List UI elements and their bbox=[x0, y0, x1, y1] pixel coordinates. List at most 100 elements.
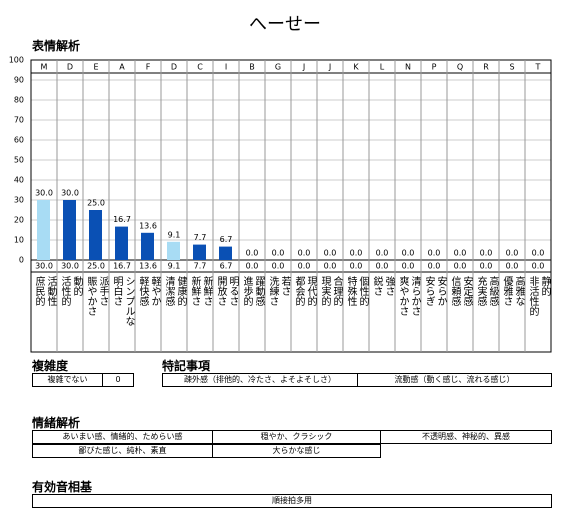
value-label: 0.0 bbox=[428, 262, 441, 271]
description: 安定感 信頼感 bbox=[449, 276, 472, 306]
category-label: L bbox=[380, 63, 385, 72]
value-label: 0.0 bbox=[298, 262, 311, 271]
chart-subtitle: 表情解析 bbox=[32, 39, 81, 53]
bar-value-label: 0.0 bbox=[376, 249, 389, 258]
bar-value-label: 7.7 bbox=[194, 233, 207, 242]
value-label: 0.0 bbox=[402, 262, 415, 271]
value-label: 0.0 bbox=[350, 262, 363, 271]
y-tick-label: 0 bbox=[19, 256, 24, 265]
bar-value-label: 30.0 bbox=[35, 189, 53, 198]
category-label: M bbox=[41, 63, 48, 72]
y-tick-label: 70 bbox=[14, 116, 24, 125]
description: 合理的 現実的 bbox=[319, 276, 342, 306]
description: 活動性 庶民的 bbox=[33, 276, 56, 306]
table-cell: あいまい感、情緒的、ためらい感 bbox=[32, 430, 213, 444]
value-label: 0.0 bbox=[246, 262, 259, 271]
description: 個性的 特殊性 bbox=[345, 276, 368, 306]
category-label: C bbox=[197, 63, 203, 72]
section-title: 複雑度 bbox=[32, 359, 69, 373]
value-label: 0.0 bbox=[480, 262, 493, 271]
category-label: B bbox=[249, 63, 255, 72]
description: 若さ 洗練さ bbox=[267, 276, 290, 306]
chart: 0 10 20 30 40 50 60 70 80 90 100 M 30.0 30.0 D 30.0 30.0… bbox=[9, 56, 552, 353]
description: 安らか 安らぎ bbox=[423, 276, 446, 306]
table-cell: 鄙びた感じ、純朴、素直 bbox=[32, 444, 213, 458]
section-title: 有効音相基 bbox=[32, 480, 93, 494]
value-label: 9.1 bbox=[168, 262, 181, 271]
y-tick-label: 80 bbox=[14, 96, 24, 105]
y-tick-label: 20 bbox=[14, 216, 24, 225]
bar-value-label: 0.0 bbox=[324, 249, 337, 258]
table-cell: 順接拍多用 bbox=[32, 494, 552, 508]
category-label: E bbox=[93, 63, 98, 72]
category-label: T bbox=[535, 63, 541, 72]
category-label: P bbox=[432, 63, 437, 72]
section-title: 情緒解析 bbox=[32, 416, 81, 430]
bar-value-label: 0.0 bbox=[246, 249, 259, 258]
bar bbox=[37, 200, 50, 260]
description: 現代的 都会的 bbox=[293, 276, 316, 306]
bar-value-label: 16.7 bbox=[113, 215, 131, 224]
description: 軽やか 軽快感 bbox=[137, 276, 160, 306]
value-label: 0.0 bbox=[272, 262, 285, 271]
table-cell: 複雑でない bbox=[32, 373, 103, 387]
description: 健康的 清潔感 bbox=[163, 276, 186, 306]
section-title: 特記事項 bbox=[162, 359, 211, 373]
value-label: 25.0 bbox=[87, 262, 105, 271]
value-label: 0.0 bbox=[506, 262, 519, 271]
value-label: 30.0 bbox=[35, 262, 53, 271]
category-label: N bbox=[405, 63, 411, 72]
value-label: 0.0 bbox=[324, 262, 337, 271]
bar-value-label: 13.6 bbox=[139, 221, 157, 230]
chart-title: へーせー bbox=[249, 14, 321, 35]
bar-value-label: 30.0 bbox=[61, 189, 79, 198]
category-label: D bbox=[171, 63, 177, 72]
bar-value-label: 0.0 bbox=[506, 249, 519, 258]
table-cell: 0 bbox=[102, 373, 134, 387]
bar bbox=[63, 200, 76, 260]
description: 躍動感 進歩的 bbox=[241, 276, 264, 306]
description: 高級感 充実感 bbox=[475, 276, 498, 306]
y-tick-label: 100 bbox=[9, 56, 24, 65]
bar-value-label: 0.0 bbox=[350, 249, 363, 258]
bar-value-label: 6.7 bbox=[220, 235, 233, 244]
description: 新鮮さ 新鮮さ bbox=[189, 276, 212, 306]
table-cell: 大らかな感じ bbox=[212, 444, 381, 458]
category-label: I bbox=[225, 63, 227, 72]
y-tick-label: 30 bbox=[14, 196, 24, 205]
value-label: 13.6 bbox=[139, 262, 157, 271]
category-label: A bbox=[119, 63, 125, 72]
y-tick-label: 60 bbox=[14, 136, 24, 145]
bar-value-label: 0.0 bbox=[298, 249, 311, 258]
description: 強さ 鋭さ bbox=[371, 276, 394, 296]
category-label: K bbox=[353, 63, 359, 72]
bar-value-label: 0.0 bbox=[454, 249, 467, 258]
bar bbox=[167, 241, 180, 260]
description: 明るさ 開放さ bbox=[215, 276, 238, 306]
category-label: G bbox=[275, 63, 281, 72]
category-label: R bbox=[483, 63, 489, 72]
y-tick-label: 50 bbox=[14, 156, 24, 165]
bar bbox=[193, 244, 206, 260]
bar-value-label: 9.1 bbox=[168, 230, 181, 239]
table-cell: 穏やか、クラシック bbox=[212, 430, 381, 444]
bar bbox=[89, 210, 102, 260]
bar-value-label: 0.0 bbox=[272, 249, 285, 258]
value-label: 6.7 bbox=[220, 262, 233, 271]
bar-value-label: 0.0 bbox=[532, 249, 545, 258]
bar-value-label: 0.0 bbox=[402, 249, 415, 258]
y-tick-label: 40 bbox=[14, 176, 24, 185]
description: 派手さ 賑やかさ bbox=[85, 276, 108, 316]
category-label: Q bbox=[457, 63, 463, 72]
bar bbox=[141, 232, 154, 260]
value-label: 0.0 bbox=[532, 262, 545, 271]
y-tick-label: 90 bbox=[14, 76, 24, 85]
value-label: 30.0 bbox=[61, 262, 79, 271]
bar-value-label: 0.0 bbox=[480, 249, 493, 258]
table-cell: 流動感（動く感じ、流れる感じ） bbox=[357, 373, 552, 387]
y-tick-label: 10 bbox=[14, 236, 24, 245]
category-label: D bbox=[67, 63, 73, 72]
table-cell: 不透明感、神秘的、異感 bbox=[380, 430, 552, 444]
description: 静的 非活性的 bbox=[527, 276, 550, 316]
bar bbox=[219, 246, 232, 260]
